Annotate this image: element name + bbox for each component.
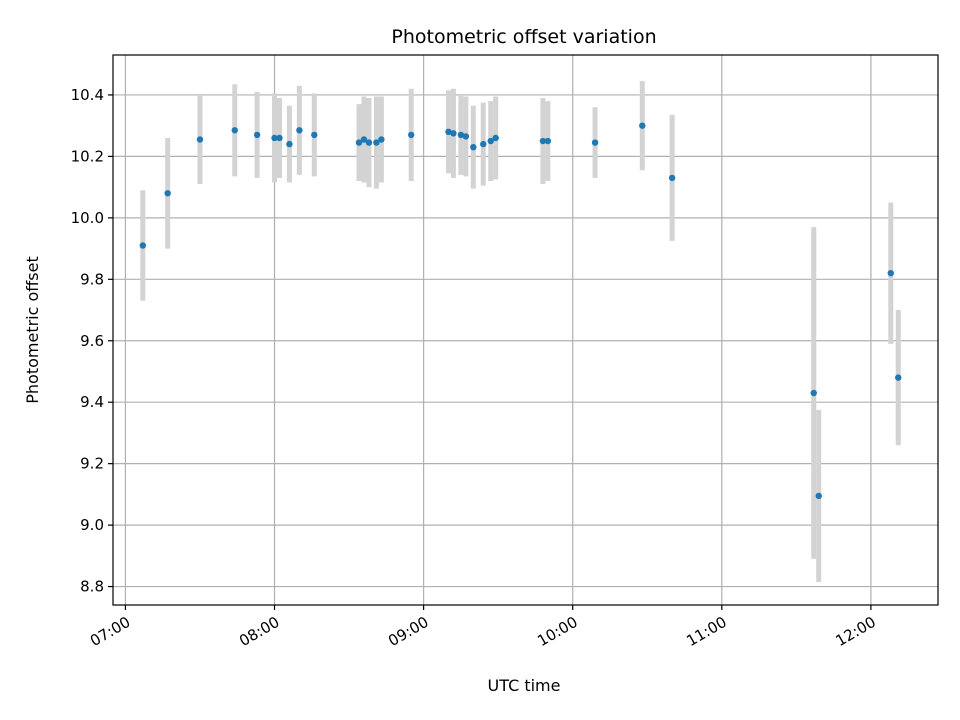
data-point <box>378 136 385 143</box>
y-axis-ticks: 8.8 9.0 9.2 9.4 9.6 9.8 10.0 10.2 10.4 <box>71 86 113 596</box>
data-point <box>445 128 452 136</box>
data-point <box>462 133 470 140</box>
data-point <box>895 374 902 381</box>
data-point <box>276 134 283 142</box>
data-point <box>539 137 547 145</box>
data-point <box>887 269 894 277</box>
y-axis-label: Photometric offset <box>23 256 42 404</box>
data-point <box>373 139 380 146</box>
data-point <box>360 136 368 143</box>
x-axis-label: UTC time <box>488 676 561 695</box>
grid-lines <box>113 55 938 605</box>
data-points <box>139 122 902 500</box>
data-point <box>480 140 487 148</box>
data-point <box>815 492 822 500</box>
data-point <box>639 122 646 129</box>
data-point <box>470 143 477 151</box>
data-point <box>196 136 204 143</box>
y-tick-label: 10.0 <box>71 209 104 227</box>
y-tick-label: 9.8 <box>80 270 104 288</box>
data-point <box>591 139 599 146</box>
data-point <box>253 131 261 139</box>
data-point <box>810 389 817 397</box>
data-point <box>450 130 457 137</box>
y-tick-label: 8.8 <box>80 578 104 596</box>
data-point <box>286 140 293 148</box>
data-point <box>296 127 303 134</box>
y-tick-label: 9.6 <box>80 332 104 350</box>
data-point <box>311 131 318 139</box>
y-tick-label: 10.2 <box>71 147 104 165</box>
y-tick-label: 9.4 <box>80 393 104 411</box>
data-point <box>231 127 238 134</box>
data-point <box>164 190 171 197</box>
data-point <box>544 137 552 145</box>
data-point <box>492 134 499 142</box>
data-point <box>487 137 494 145</box>
data-point <box>271 134 278 142</box>
data-point <box>355 139 363 146</box>
data-point <box>407 131 415 139</box>
data-point <box>668 174 676 182</box>
chart-title: Photometric offset variation <box>391 26 656 48</box>
y-tick-label: 9.0 <box>80 516 104 534</box>
data-point <box>365 139 373 146</box>
data-point <box>457 131 465 139</box>
data-point <box>139 242 147 249</box>
y-tick-label: 9.2 <box>80 455 104 473</box>
y-tick-label: 10.4 <box>71 86 104 104</box>
plot-frame <box>112 54 939 606</box>
